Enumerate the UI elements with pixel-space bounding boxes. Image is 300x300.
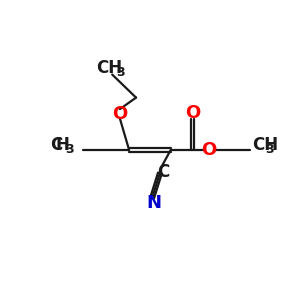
Text: 3: 3 bbox=[266, 143, 274, 156]
Text: N: N bbox=[146, 194, 161, 212]
Text: C: C bbox=[157, 163, 169, 181]
Text: C: C bbox=[50, 136, 62, 154]
Text: 3: 3 bbox=[116, 66, 125, 79]
Text: 3: 3 bbox=[65, 143, 74, 156]
Text: O: O bbox=[112, 105, 128, 123]
Text: CH: CH bbox=[96, 59, 122, 77]
Text: O: O bbox=[202, 141, 217, 159]
Text: O: O bbox=[184, 104, 200, 122]
Text: H: H bbox=[56, 136, 70, 154]
Text: CH: CH bbox=[252, 136, 278, 154]
